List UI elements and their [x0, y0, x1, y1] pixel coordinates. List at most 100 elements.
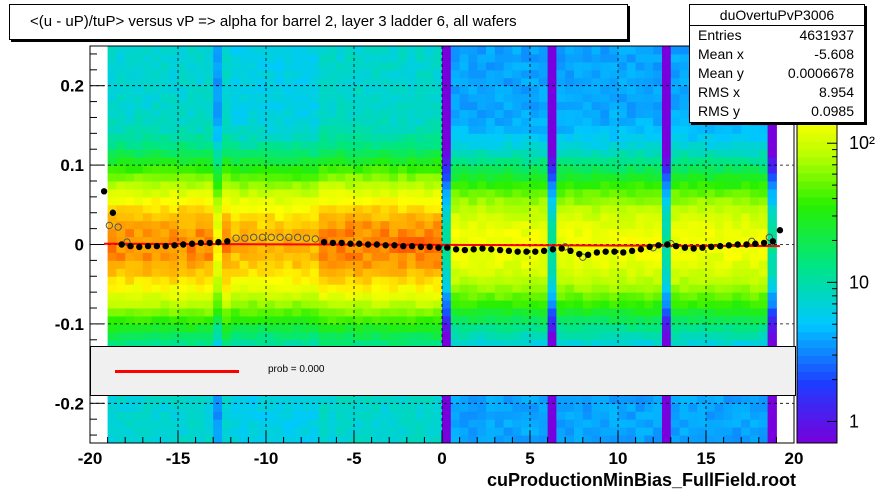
- heatmap-cell: [697, 188, 707, 198]
- heatmap-cell: [239, 315, 249, 325]
- heatmap-cell: [538, 46, 549, 55]
- heatmap-cell: [512, 252, 522, 261]
- heatmap-cell: [574, 196, 584, 206]
- heatmap-cell: [565, 331, 575, 341]
- heatmap-cell: [151, 77, 161, 87]
- heatmap-cell: [274, 331, 285, 341]
- heatmap-cell: [142, 331, 153, 341]
- heatmap-cell: [565, 220, 575, 230]
- heatmap-cell: [459, 331, 469, 341]
- heatmap-cell: [178, 141, 188, 150]
- heatmap-cell: [556, 46, 566, 55]
- heatmap-cell: [406, 315, 417, 325]
- heatmap-cell: [714, 220, 725, 230]
- heatmap-cell: [380, 292, 390, 301]
- heatmap-cell: [204, 419, 214, 428]
- heatmap-cell: [750, 125, 760, 134]
- heatmap-cell: [134, 125, 144, 134]
- heatmap-cell: [574, 300, 584, 309]
- heatmap-cell: [151, 188, 161, 198]
- heatmap-cell: [398, 133, 408, 142]
- profile-point: [558, 245, 565, 252]
- heatmap-cell: [521, 61, 531, 71]
- heatmap-cell: [178, 300, 188, 309]
- heatmap-cell: [142, 276, 153, 285]
- heatmap-cell: [512, 323, 522, 333]
- heatmap-cell: [398, 300, 408, 309]
- heatmap-cell: [574, 117, 584, 126]
- heatmap-cell: [178, 61, 188, 71]
- heatmap-cell: [362, 101, 373, 111]
- heatmap-cell: [125, 315, 135, 325]
- heatmap-cell: [406, 173, 417, 182]
- heatmap-cell: [292, 260, 302, 269]
- heatmap-cell: [477, 69, 487, 79]
- heatmap-cell: [521, 228, 531, 238]
- heatmap-cell: [635, 284, 645, 293]
- heatmap-cell: [565, 315, 575, 325]
- heatmap-cell: [486, 69, 496, 79]
- heatmap-cell: [486, 435, 496, 443]
- heatmap-cell: [653, 204, 663, 214]
- profile-point: [408, 242, 416, 250]
- heatmap-cell: [318, 117, 329, 126]
- heatmap-cell: [380, 77, 390, 87]
- heatmap-cell: [503, 85, 513, 95]
- heatmap-cell: [503, 188, 513, 198]
- heatmap-cell: [230, 109, 241, 118]
- heatmap-cell: [758, 157, 769, 166]
- heatmap-cell: [670, 196, 681, 206]
- heatmap-cell: [750, 276, 760, 285]
- heatmap-cell: [248, 419, 258, 428]
- heatmap-cell: [142, 101, 153, 111]
- profile-point: [452, 246, 460, 253]
- heatmap-cell: [600, 308, 610, 317]
- heatmap-cell: [204, 109, 214, 118]
- heatmap-cell: [565, 188, 575, 198]
- heatmap-cell: [512, 125, 522, 134]
- heatmap-cell: [178, 395, 188, 404]
- heatmap-cell: [213, 260, 223, 269]
- heatmap-cell: [582, 109, 593, 118]
- heatmap-cell: [494, 331, 505, 341]
- heatmap-cell: [292, 204, 302, 214]
- heatmap-cell: [459, 228, 469, 238]
- heatmap-cell: [151, 331, 161, 341]
- heatmap-cell: [530, 411, 540, 420]
- heatmap-cell: [274, 188, 285, 198]
- heatmap-cell: [591, 244, 601, 253]
- heatmap-cell: [758, 204, 769, 214]
- heatmap-cell: [222, 427, 232, 436]
- heatmap-cell: [459, 308, 469, 317]
- heatmap-cell: [362, 188, 373, 198]
- heatmap-cell: [125, 101, 135, 111]
- heatmap-cell: [327, 188, 337, 198]
- heatmap-cell: [239, 157, 249, 166]
- heatmap-cell: [591, 276, 601, 285]
- heatmap-cell: [327, 323, 337, 333]
- heatmap-cell: [556, 292, 566, 301]
- heatmap-cell: [688, 180, 698, 190]
- heatmap-cell: [503, 435, 513, 443]
- color-scale-bin: [797, 363, 837, 373]
- heatmap-cell: [574, 188, 584, 198]
- heatmap-cell: [230, 149, 241, 158]
- heatmap-cell: [494, 228, 505, 238]
- heatmap-cell: [380, 403, 390, 412]
- heatmap-cell: [239, 149, 249, 158]
- heatmap-cell: [239, 411, 249, 420]
- heatmap-cell: [169, 268, 179, 277]
- heatmap-cell: [468, 236, 478, 245]
- heatmap-cell: [626, 117, 637, 126]
- heatmap-cell: [530, 141, 540, 150]
- heatmap-cell: [521, 403, 531, 412]
- stats-value: 0.0985: [811, 103, 854, 119]
- heatmap-cell: [239, 117, 249, 126]
- heatmap-cell: [512, 292, 522, 301]
- heatmap-cell: [442, 149, 452, 158]
- heatmap-cell: [257, 125, 267, 134]
- heatmap-cell: [486, 188, 496, 198]
- heatmap-cell: [512, 284, 522, 293]
- heatmap-cell: [468, 157, 478, 166]
- heatmap-cell: [274, 292, 285, 301]
